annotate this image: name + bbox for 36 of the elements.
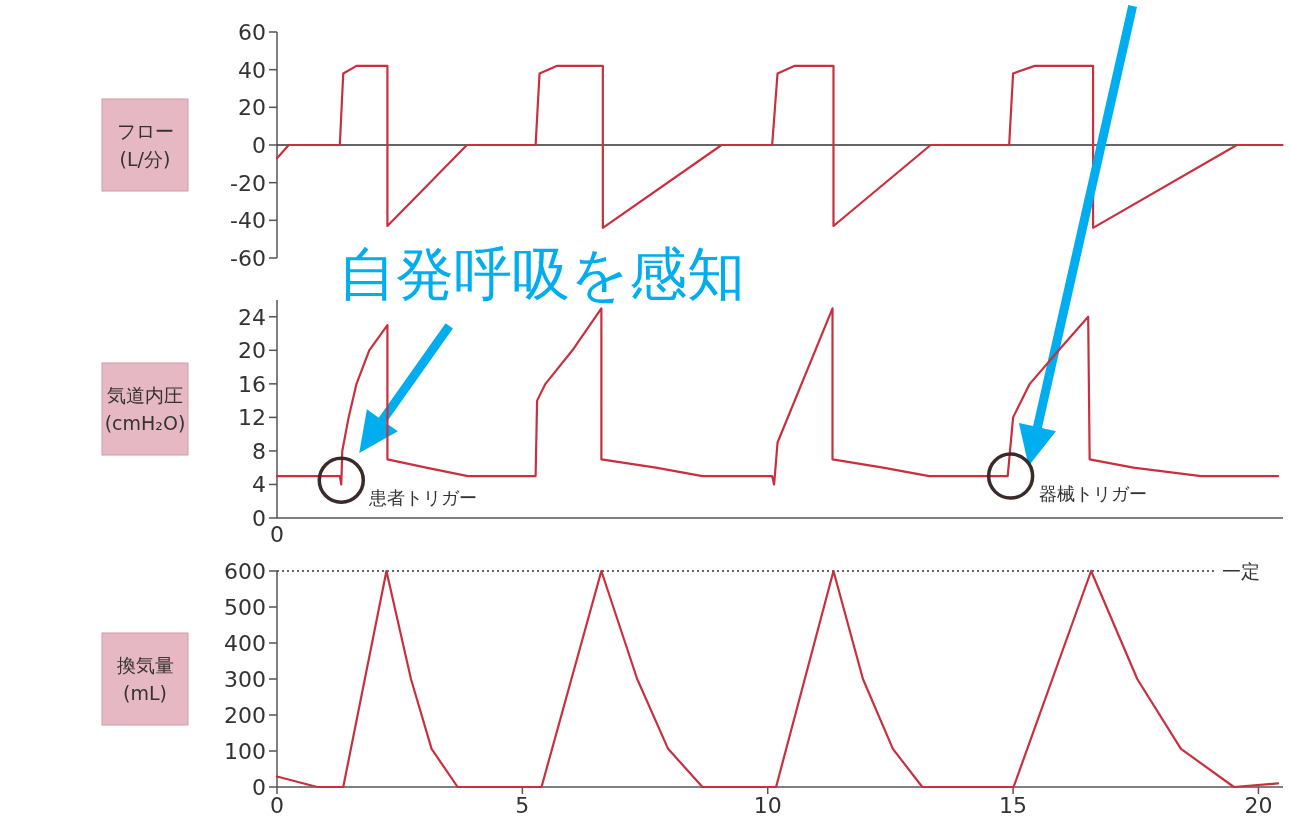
y-tick-label: 0: [252, 506, 266, 531]
y-axis-title: 換気量 (mL): [116, 654, 174, 704]
y-tick-label: 0: [252, 133, 266, 158]
y-tick-label: -60: [230, 246, 266, 271]
x-tick-label: 15: [999, 793, 1028, 818]
y-tick-label: 300: [224, 667, 266, 692]
y-tick-label: 12: [238, 405, 266, 431]
y-tick-label: 60: [238, 20, 266, 45]
ref-line-label: 一定: [1222, 560, 1260, 582]
y-axis-title: 気道内圧 (cmH₂O): [104, 384, 186, 434]
y-tick-label: 600: [224, 559, 266, 584]
y-tick-label: 400: [224, 631, 266, 656]
annotation: 患者トリガー: [368, 487, 478, 509]
line-series: [275, 307, 1280, 486]
y-tick-label: 0: [252, 775, 266, 800]
y-tick-label: 16: [238, 371, 266, 397]
x-tick-label: 0: [270, 793, 284, 818]
y-tick-label: 8: [252, 438, 266, 464]
y-tick-label: 20: [238, 95, 266, 121]
text: 0: [270, 522, 284, 547]
y-tick-label: 4: [252, 472, 266, 498]
y-tick-label: 200: [224, 703, 266, 728]
y-axis-title: フロー (L/分): [116, 120, 174, 170]
x-tick-label: 5: [515, 793, 530, 818]
line-series: [275, 64, 1284, 229]
y-tick-label: 40: [238, 57, 266, 83]
y-tick-label: 24: [238, 304, 266, 330]
y-tick-label: 20: [238, 338, 266, 364]
y-tick-label: 100: [224, 739, 266, 764]
annotation: 器械トリガー: [1038, 483, 1147, 505]
x-tick-label: 20: [1244, 793, 1273, 818]
annotation: 自発呼吸を感知: [338, 239, 746, 308]
y-tick-label: -20: [230, 170, 266, 196]
y-tick-label: -40: [230, 208, 266, 234]
y-tick-label: 500: [224, 595, 266, 620]
x-tick-label: 10: [753, 793, 782, 818]
